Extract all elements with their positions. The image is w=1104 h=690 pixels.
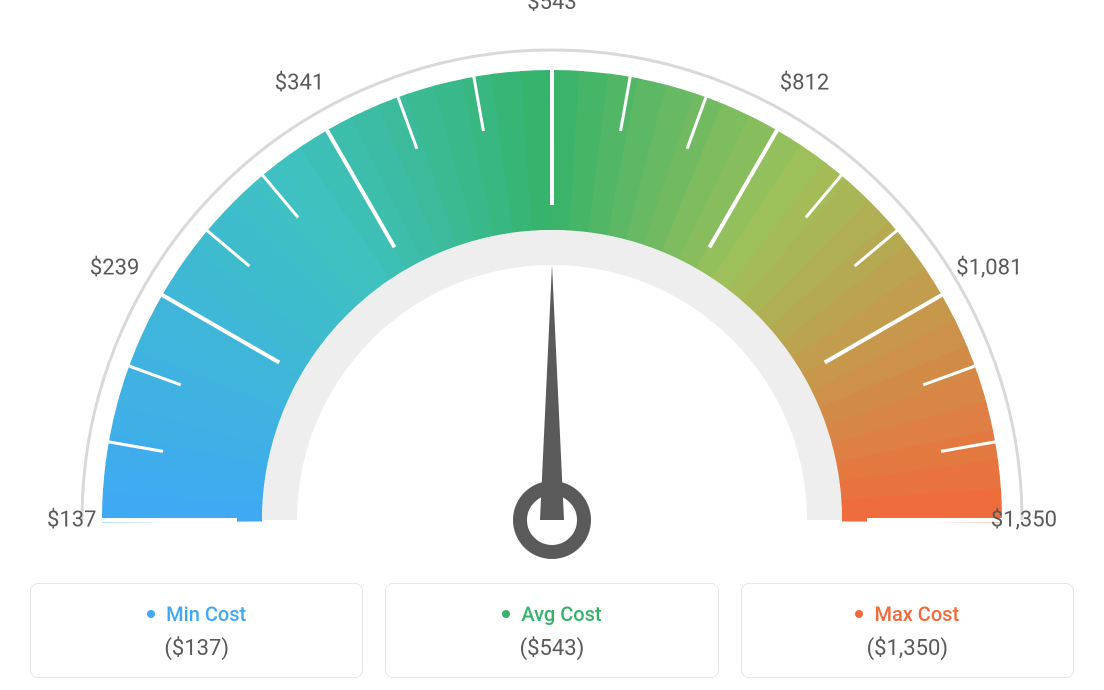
legend-card-min: Min Cost ($137)	[30, 583, 363, 678]
legend-dot-avg	[502, 610, 510, 618]
gauge-scale-label: $239	[90, 255, 139, 280]
legend-value-avg: ($543)	[398, 636, 705, 661]
legend-title-min-text: Min Cost	[166, 602, 246, 626]
legend-value-min: ($137)	[43, 636, 350, 661]
gauge-scale-label: $137	[47, 508, 96, 533]
legend-title-max: Max Cost	[754, 602, 1061, 626]
gauge-scale-label: $1,350	[991, 508, 1057, 533]
gauge-scale-label: $341	[275, 70, 324, 95]
legend-title-max-text: Max Cost	[874, 602, 959, 626]
legend-title-avg-text: Avg Cost	[521, 602, 601, 626]
legend-dot-max	[855, 610, 863, 618]
legend-value-max: ($1,350)	[754, 636, 1061, 661]
gauge-container: $137 $239 $341 $543 $812 $1,081 $1,350	[0, 0, 1104, 560]
legend-title-min: Min Cost	[43, 602, 350, 626]
gauge-scale-label: $1,081	[956, 255, 1022, 280]
gauge-scale-label: $543	[527, 0, 576, 15]
gauge-scale-label: $812	[780, 70, 829, 95]
legend-card-max: Max Cost ($1,350)	[741, 583, 1074, 678]
legend-card-avg: Avg Cost ($543)	[385, 583, 718, 678]
legend-dot-min	[147, 610, 155, 618]
gauge-chart	[0, 0, 1104, 560]
legend-title-avg: Avg Cost	[398, 602, 705, 626]
legend-row: Min Cost ($137) Avg Cost ($543) Max Cost…	[30, 583, 1074, 678]
